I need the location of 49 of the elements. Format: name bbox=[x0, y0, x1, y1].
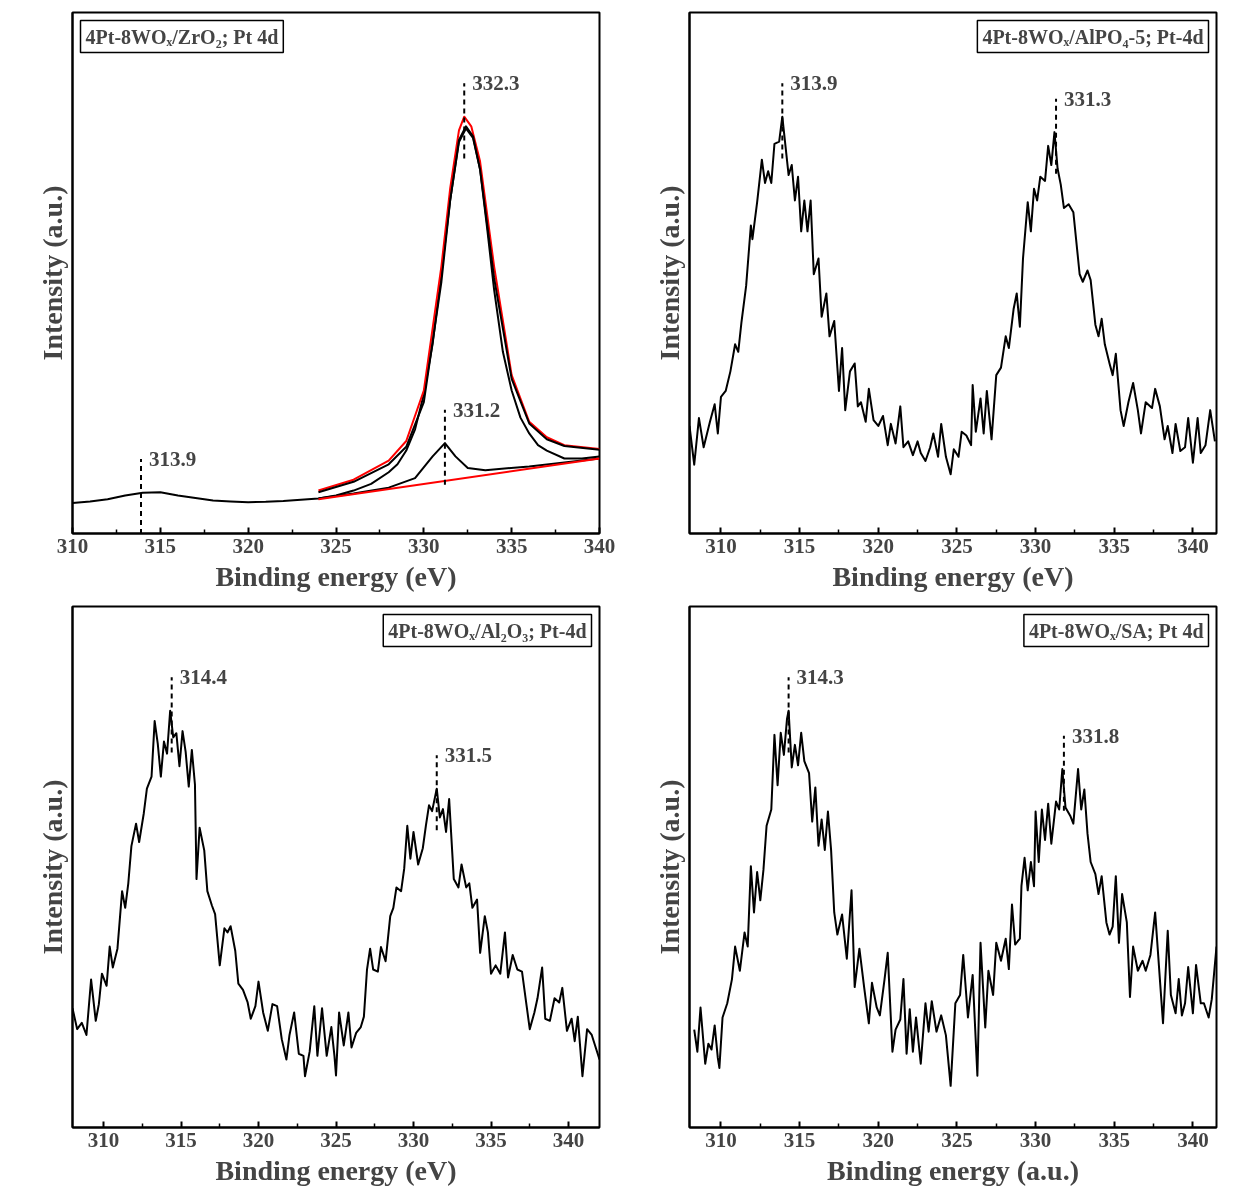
x-tick-label: 330 bbox=[408, 533, 440, 558]
x-tick-label: 315 bbox=[165, 1127, 197, 1152]
x-tick-label: 340 bbox=[1177, 533, 1209, 558]
y-axis-title: Intensity (a.u.) bbox=[653, 779, 685, 955]
annotation: 314.4 bbox=[179, 665, 228, 690]
annotation: 313.9 bbox=[790, 71, 838, 96]
x-tick-label: 335 bbox=[1098, 1127, 1130, 1152]
x-axis-title: Binding energy (eV) bbox=[832, 560, 1074, 592]
chart-title: 4Pt-8WOₓ/ZrO₂; Pt 4d bbox=[85, 25, 279, 48]
x-tick-label: 335 bbox=[475, 1127, 507, 1152]
x-tick-label: 330 bbox=[1019, 533, 1052, 558]
x-tick-label: 310 bbox=[56, 533, 89, 558]
annotation: 331.2 bbox=[452, 397, 501, 422]
x-tick-label: 310 bbox=[705, 1127, 737, 1152]
annotation: 331.8 bbox=[1071, 723, 1120, 748]
x-axis-title: Binding energy (eV) bbox=[215, 1154, 457, 1186]
chart-title: 4Pt-8WOₓ/SA; Pt 4d bbox=[1028, 619, 1204, 642]
x-tick-label: 315 bbox=[783, 533, 816, 558]
x-tick-label: 325 bbox=[320, 533, 352, 558]
y-axis-title: Intensity (a.u.) bbox=[653, 185, 685, 361]
x-tick-label: 320 bbox=[242, 1127, 275, 1152]
x-axis-title: Binding energy (a.u.) bbox=[826, 1154, 1080, 1186]
x-tick-label: 320 bbox=[862, 533, 895, 558]
annotation: 313.9 bbox=[149, 446, 197, 471]
x-tick-label: 330 bbox=[1019, 1127, 1052, 1152]
x-tick-label: 320 bbox=[232, 533, 264, 558]
x-tick-label: 325 bbox=[941, 533, 973, 558]
x-tick-label: 335 bbox=[495, 533, 528, 558]
annotation: 332.3 bbox=[472, 71, 520, 96]
x-tick-label: 315 bbox=[783, 1127, 816, 1152]
chart-title: 4Pt-8WOₓ/Al₂O₃; Pt-4d bbox=[388, 619, 587, 642]
y-axis-title: Intensity (a.u.) bbox=[36, 779, 68, 955]
x-tick-label: 340 bbox=[1177, 1127, 1209, 1152]
annotation: 331.3 bbox=[1064, 86, 1112, 111]
x-tick-label: 325 bbox=[941, 1127, 973, 1152]
chart-title: 4Pt-8WOₓ/AlPO₄-5; Pt-4d bbox=[982, 25, 1204, 48]
x-tick-label: 330 bbox=[397, 1127, 430, 1152]
x-tick-label: 340 bbox=[583, 533, 616, 558]
x-tick-label: 325 bbox=[320, 1127, 352, 1152]
annotation: 314.3 bbox=[796, 665, 844, 690]
y-axis-title: Intensity (a.u.) bbox=[36, 185, 68, 361]
x-tick-label: 335 bbox=[1098, 533, 1130, 558]
x-tick-label: 320 bbox=[862, 1127, 895, 1152]
x-tick-label: 340 bbox=[552, 1127, 585, 1152]
x-tick-label: 310 bbox=[87, 1127, 120, 1152]
x-tick-label: 315 bbox=[144, 533, 177, 558]
x-axis-title: Binding energy (eV) bbox=[215, 560, 457, 592]
annotation: 331.5 bbox=[444, 743, 492, 768]
x-tick-label: 310 bbox=[705, 533, 737, 558]
